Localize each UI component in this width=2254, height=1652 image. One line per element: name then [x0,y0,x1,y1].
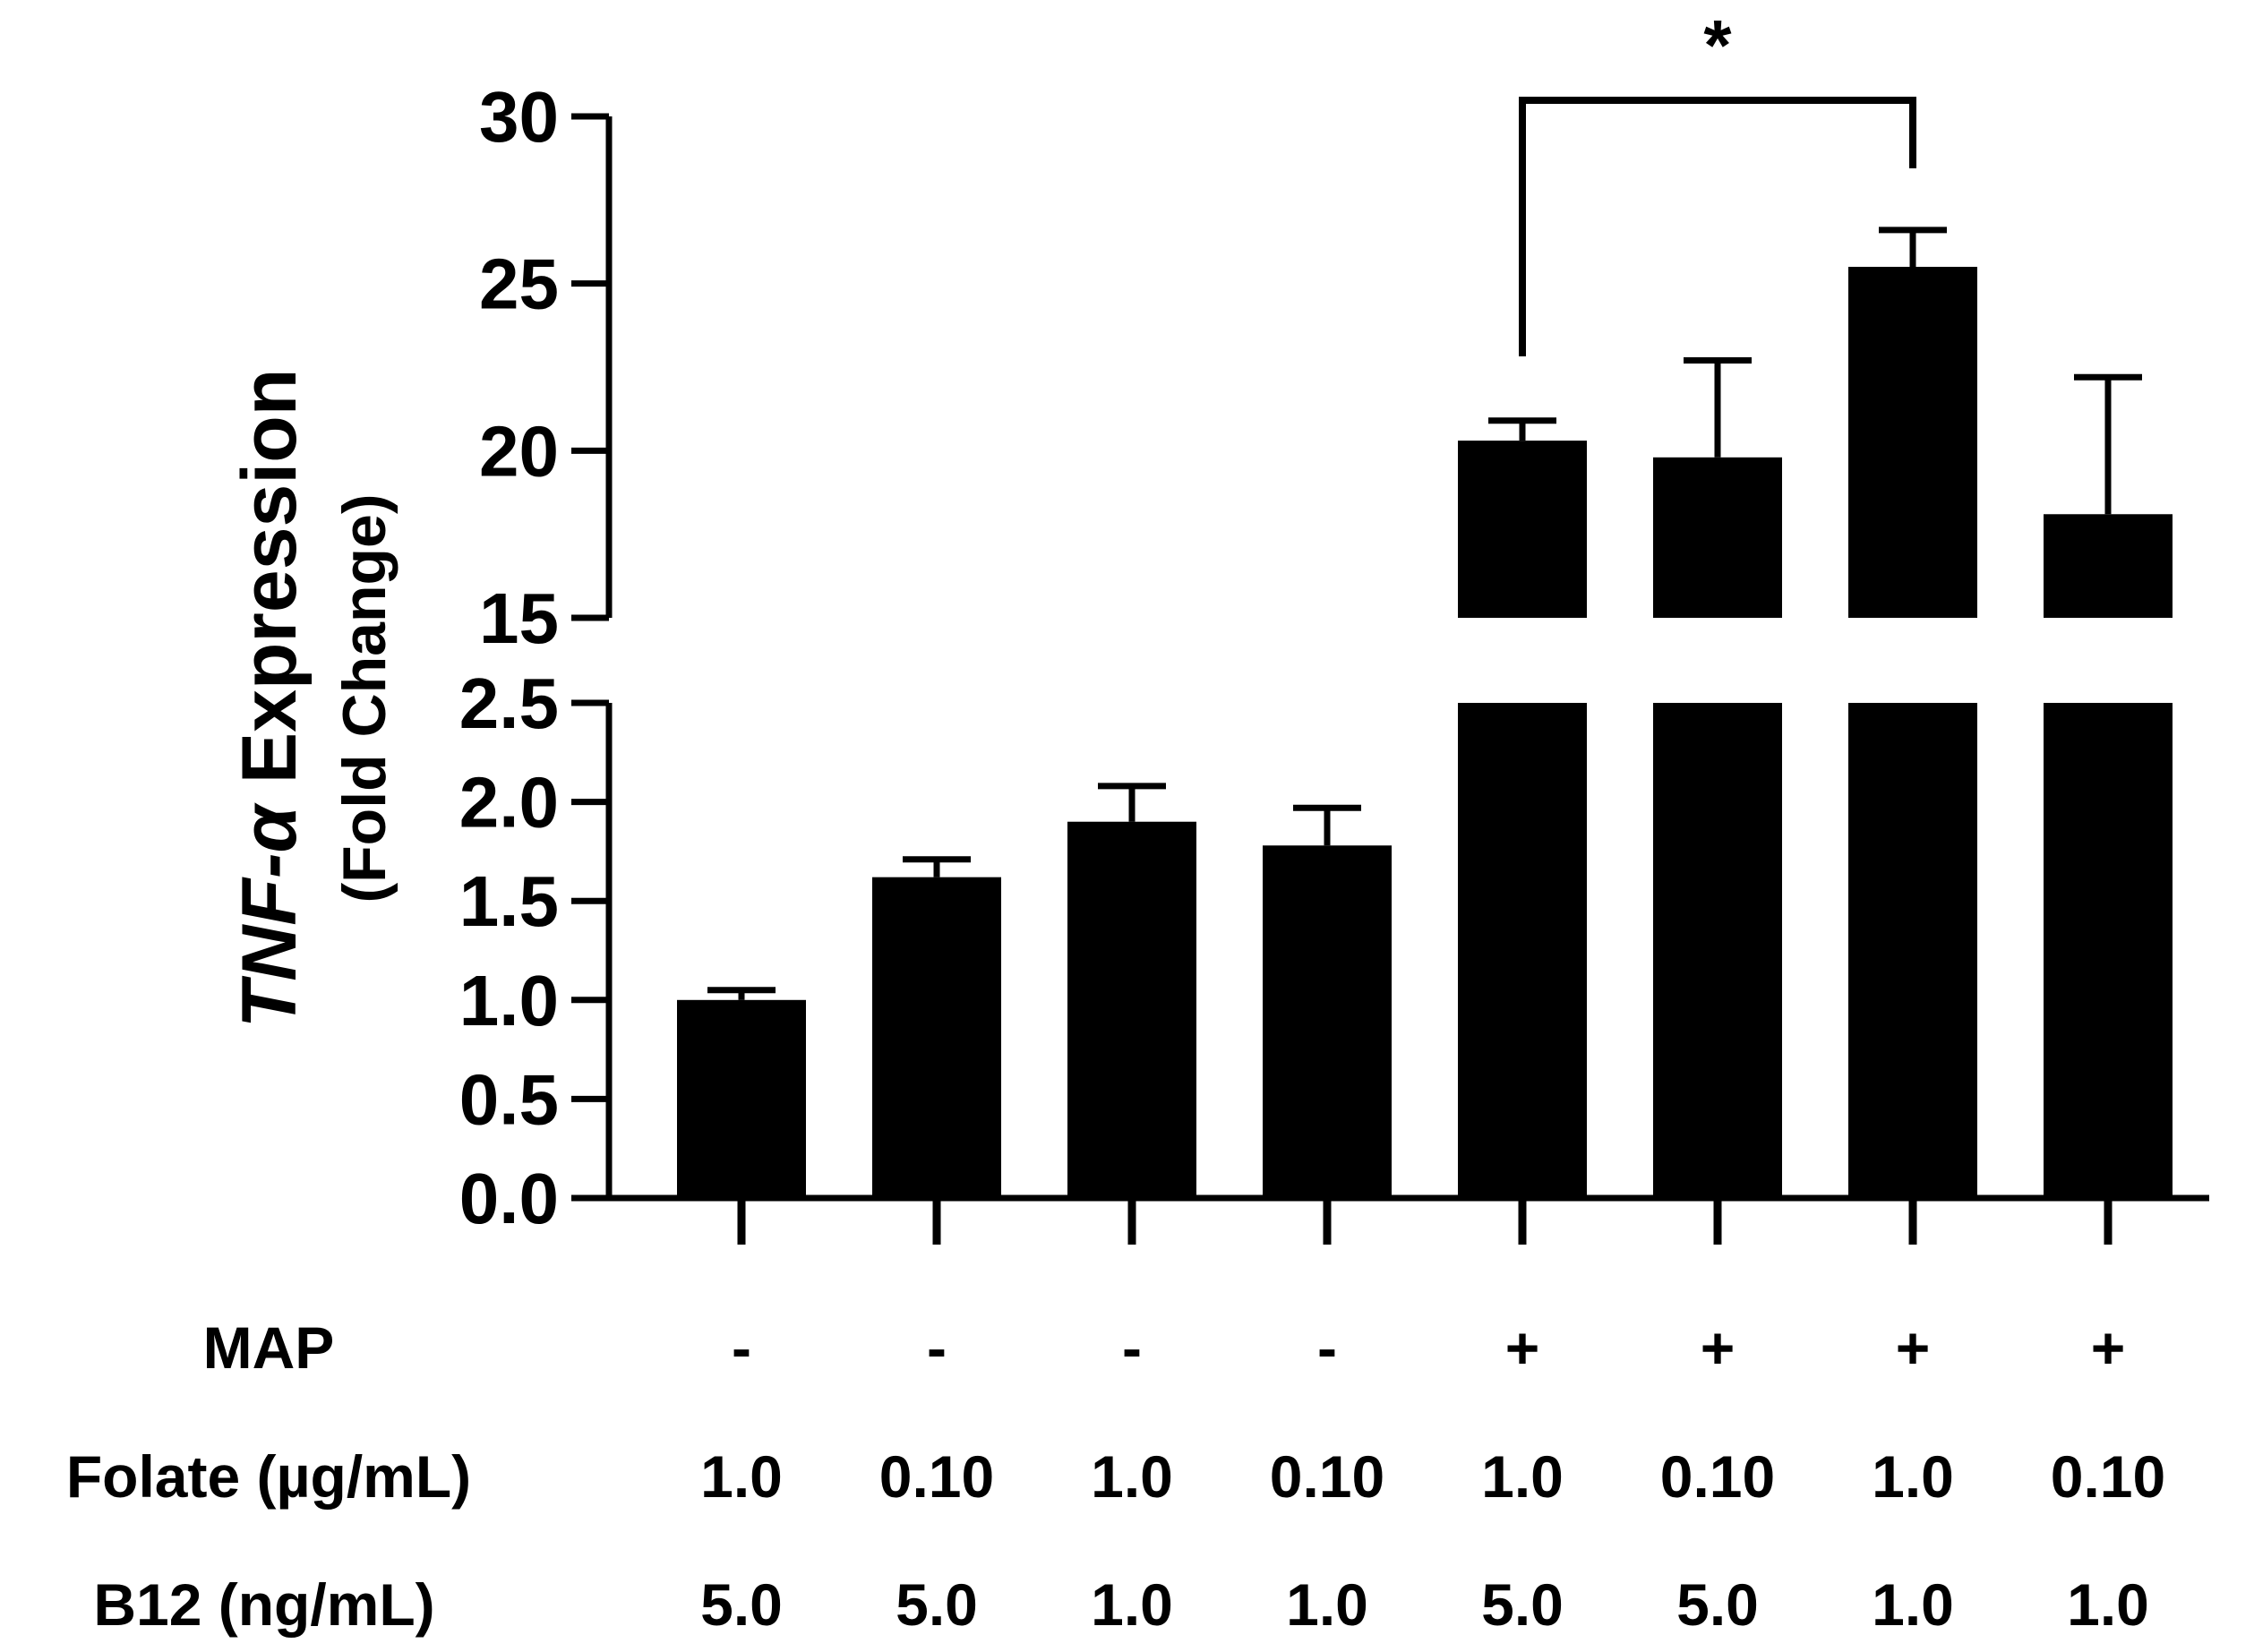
b12-row-label: B12 (ng/mL) [93,1571,434,1638]
map-row-value: - [732,1314,751,1381]
map-row-label: MAP [203,1314,335,1381]
bars [677,227,2173,1198]
significance-star: * [1703,5,1732,85]
b12-row-value: 1.0 [2067,1571,2149,1638]
y-axis-title-expression: Expression [227,369,313,806]
bar-lower-segment [1653,703,1782,1198]
b12-row-value: 1.0 [1872,1571,1954,1638]
map-row-value: + [1896,1314,1931,1381]
map-row-value: + [2091,1314,2126,1381]
bar [1263,845,1392,1198]
significance-bracket: * [1519,5,1916,356]
b12-row-value: 1.0 [1091,1571,1173,1638]
y-tick-label: 15 [479,578,559,658]
bar-lower-segment [1848,703,1977,1198]
y-axis-title-gene: TNF-α [227,802,313,1029]
folate-row-value: 0.10 [1270,1443,1384,1510]
b12-row-value: 1.0 [1286,1571,1368,1638]
folate-row-value: 1.0 [1091,1443,1173,1510]
y-tick-label: 1.5 [459,861,559,941]
bar [1848,267,1977,618]
map-row-value: + [1701,1314,1735,1381]
map-row-value: - [1122,1314,1142,1381]
y-tick-label: 2.0 [459,763,559,843]
y-tick-label: 1.0 [459,961,559,1040]
folate-row-value: 0.10 [1660,1443,1775,1510]
map-row-value: - [1317,1314,1337,1381]
y-tick-label: 30 [479,77,559,157]
y-tick-label: 0.0 [459,1159,559,1238]
b12-row-value: 5.0 [896,1571,978,1638]
b12-row-value: 5.0 [1481,1571,1564,1638]
y-axis-title: TNF-α Expression (Fold Change) [227,369,399,1029]
y-tick-label: 20 [479,411,559,491]
bar-lower-segment [1458,703,1587,1198]
condition-table: MAP - - - - + + + + Folate (µg/mL) 1.0 0.10 1.0 0.10 1… [66,1314,2165,1638]
y-tick-label: 0.5 [459,1059,559,1139]
folate-row-value: 1.0 [1872,1443,1954,1510]
y-axis-title-line1: TNF-α Expression [227,369,313,1029]
folate-row-value: 0.10 [2051,1443,2165,1510]
bar [1067,821,1196,1198]
axes: 0.0 0.5 1.0 1.5 2.0 2.515 20 25 30 [459,77,2209,1245]
folate-row-label: Folate (µg/mL) [66,1443,471,1510]
map-row-value: + [1505,1314,1540,1381]
y-axis-title-line2: (Fold Change) [330,493,399,903]
y-tick-label: 25 [479,244,559,324]
significance-bracket-line [1519,97,1916,356]
bar [1458,441,1587,618]
folate-row-value: 1.0 [1481,1443,1564,1510]
folate-row-value: 0.10 [879,1443,994,1510]
bar [677,999,806,1198]
folate-row-value: 1.0 [700,1443,783,1510]
bar [872,877,1001,1198]
map-row-value: - [927,1314,947,1381]
y-tick-label: 2.5 [459,663,559,743]
b12-row-value: 5.0 [700,1571,783,1638]
bar-lower-segment [2044,703,2173,1198]
bar [1653,457,1782,618]
b12-row-value: 5.0 [1676,1571,1759,1638]
bar [2044,514,2173,618]
